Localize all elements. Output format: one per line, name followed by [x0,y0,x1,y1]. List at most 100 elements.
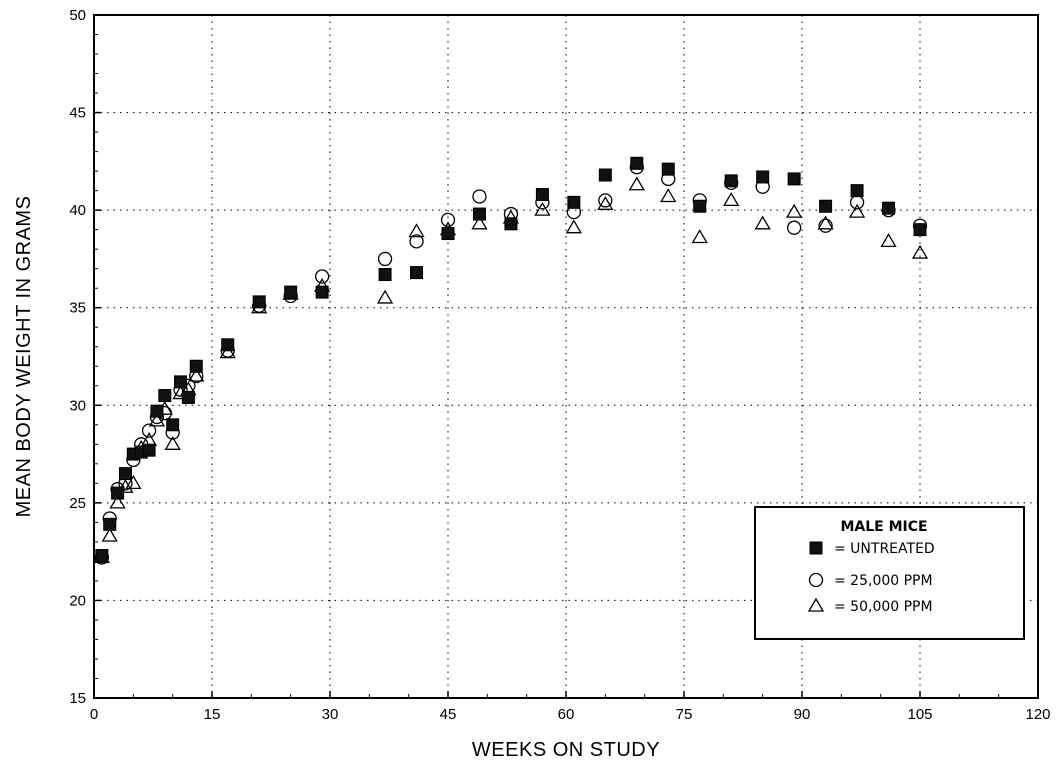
data-point-open-circle [409,234,424,249]
data-point-filled-square [103,517,117,531]
data-point-filled-square [378,268,392,282]
data-point-open-triangle [911,244,929,259]
y-tick-label: 20 [69,592,86,609]
data-point-open-triangle [148,412,166,427]
data-point-filled-square [630,156,644,170]
data-point-filled-square [661,162,675,176]
data-point-filled-square [150,404,164,418]
legend-marker-filled-square [809,541,823,555]
data-point-filled-square [819,199,833,213]
x-axis-title: WEEKS ON STUDY [472,739,660,761]
legend: MALE MICE = UNTREATED = 25,000 PPM = 50,00… [754,506,1025,640]
legend-entries: = UNTREATED = 25,000 PPM = 50,000 PPM [807,541,935,615]
data-point-filled-square [221,338,235,352]
x-tick-label: 90 [794,706,811,723]
data-point-open-triangle [188,367,205,382]
data-point-open-triangle [817,215,834,230]
data-point-open-triangle [164,436,181,450]
data-point-filled-square [158,389,172,403]
data-point-open-triangle [723,192,740,207]
data-point-filled-square [598,168,612,182]
data-point-open-triangle [125,475,142,489]
x-tick-label: 30 [322,706,339,723]
data-point-filled-square [724,174,738,188]
data-point-filled-square [410,266,424,280]
data-point-open-triangle [376,289,394,304]
data-point-open-circle [377,251,393,267]
data-point-open-circle [818,218,833,233]
data-point-open-triangle [754,215,771,230]
data-point-open-circle [849,195,865,210]
data-point-filled-square [315,285,329,299]
legend-label: = 25,000 PPM [834,573,933,589]
y-tick-label: 45 [69,105,86,122]
y-tick-label: 15 [69,690,86,707]
plot-frame [93,14,1039,699]
x-tick-label: 60 [558,706,575,723]
y-tick-label: 50 [69,7,86,24]
y-tick-label: 35 [69,300,86,317]
data-point-filled-square [174,375,188,389]
y-tick-label: 40 [69,202,86,219]
legend-marker-open-triangle [807,597,825,612]
data-point-filled-square [111,486,125,500]
data-point-filled-square [252,295,266,309]
series-open-triangle [93,176,929,564]
data-point-filled-square [284,285,298,299]
data-point-filled-square [95,549,109,563]
data-point-open-triangle [117,478,134,493]
data-point-filled-square [913,223,927,237]
data-point-open-circle [314,269,330,284]
legend-marker-open-circle [808,572,824,588]
data-point-filled-square [441,227,455,241]
y-axis-title: MEAN BODY WEIGHT IN GRAMS [13,196,35,518]
data-point-open-triangle [534,201,551,216]
data-point-open-triangle [597,195,614,210]
data-point-open-circle [141,423,157,438]
data-point-filled-square [850,184,864,198]
data-point-open-circle [598,193,613,208]
y-tick-label: 30 [69,397,86,414]
x-tick-label: 75 [676,706,693,723]
data-point-open-triangle [408,223,425,238]
data-point-filled-square [472,207,486,221]
data-point-open-triangle [660,188,677,203]
y-tick-label: 25 [69,495,86,512]
data-point-filled-square [166,418,180,432]
data-point-filled-square [882,201,896,215]
x-tick-label: 120 [1025,706,1050,723]
data-point-open-triangle [880,233,897,248]
data-point-filled-square [181,390,195,404]
data-point-filled-square [189,359,203,373]
data-point-open-triangle [848,203,866,218]
x-tick-label: 105 [907,706,932,723]
legend-title: MALE MICE [840,519,927,535]
legend-label: = UNTREATED [834,541,935,557]
data-point-open-triangle [565,219,582,234]
x-tick-label: 45 [440,706,457,723]
data-point-open-circle [472,189,487,204]
data-point-open-circle [440,212,456,228]
data-point-filled-square [142,443,156,457]
data-point-open-triangle [691,229,708,244]
data-point-open-circle [786,220,802,235]
data-point-open-triangle [101,527,118,542]
data-point-filled-square [567,195,581,209]
data-point-filled-square [535,188,549,202]
data-point-filled-square [693,199,707,213]
series-filled-square [95,156,927,563]
data-point-filled-square [118,467,132,481]
data-points [93,156,929,565]
data-point-filled-square [756,170,770,184]
data-point-open-triangle [786,203,803,218]
data-point-open-triangle [471,215,488,230]
data-point-filled-square [787,172,801,186]
data-point-open-triangle [628,176,645,191]
x-tick-label: 15 [204,706,221,723]
data-point-filled-square [504,217,518,231]
x-tick-label: 0 [90,706,98,723]
legend-label: = 50,000 PPM [834,599,933,615]
data-point-open-triangle [109,494,126,509]
